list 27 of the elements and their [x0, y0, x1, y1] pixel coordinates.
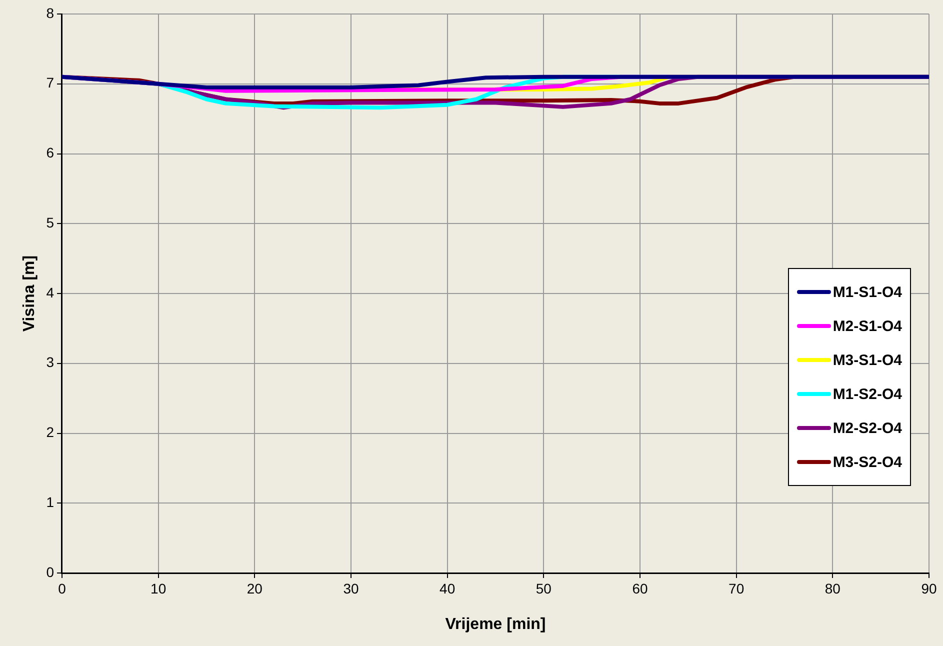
y-tick-label: 0 [46, 564, 54, 580]
legend-label: M2-S2-O4 [832, 420, 902, 436]
x-tick-label: 80 [824, 580, 841, 596]
y-tick-label: 5 [46, 214, 54, 230]
x-tick-label: 90 [921, 580, 937, 596]
x-axis-title: Vrijeme [min] [445, 616, 546, 633]
x-tick-label: 50 [536, 580, 552, 596]
legend-label: M3-S1-O4 [832, 352, 902, 368]
legend-label: M1-S2-O4 [832, 386, 902, 402]
y-tick-label: 3 [46, 354, 54, 370]
x-tick-label: 60 [632, 580, 648, 596]
legend-label: M1-S1-O4 [832, 284, 902, 300]
y-tick-label: 8 [46, 4, 54, 21]
x-tick-label: 10 [150, 580, 166, 596]
x-tick-label: 70 [728, 580, 744, 596]
y-tick-label: 7 [46, 74, 54, 91]
x-tick-label: 30 [343, 580, 359, 596]
legend-label: M2-S1-O4 [832, 318, 902, 334]
x-tick-label: 0 [58, 580, 66, 596]
x-tick-label: 40 [440, 580, 456, 596]
legend-label: M3-S2-O4 [832, 454, 902, 470]
y-tick-label: 4 [46, 284, 54, 300]
y-tick-label: 2 [46, 424, 54, 440]
y-axis-title: Visina [m] [21, 255, 38, 332]
y-tick-label: 6 [46, 144, 54, 161]
y-tick-label: 1 [46, 494, 54, 510]
x-tick-label: 20 [246, 580, 263, 596]
